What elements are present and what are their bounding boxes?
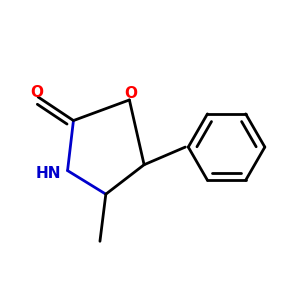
Text: HN: HN [36, 166, 61, 181]
Text: O: O [124, 86, 137, 101]
Text: O: O [30, 85, 43, 100]
